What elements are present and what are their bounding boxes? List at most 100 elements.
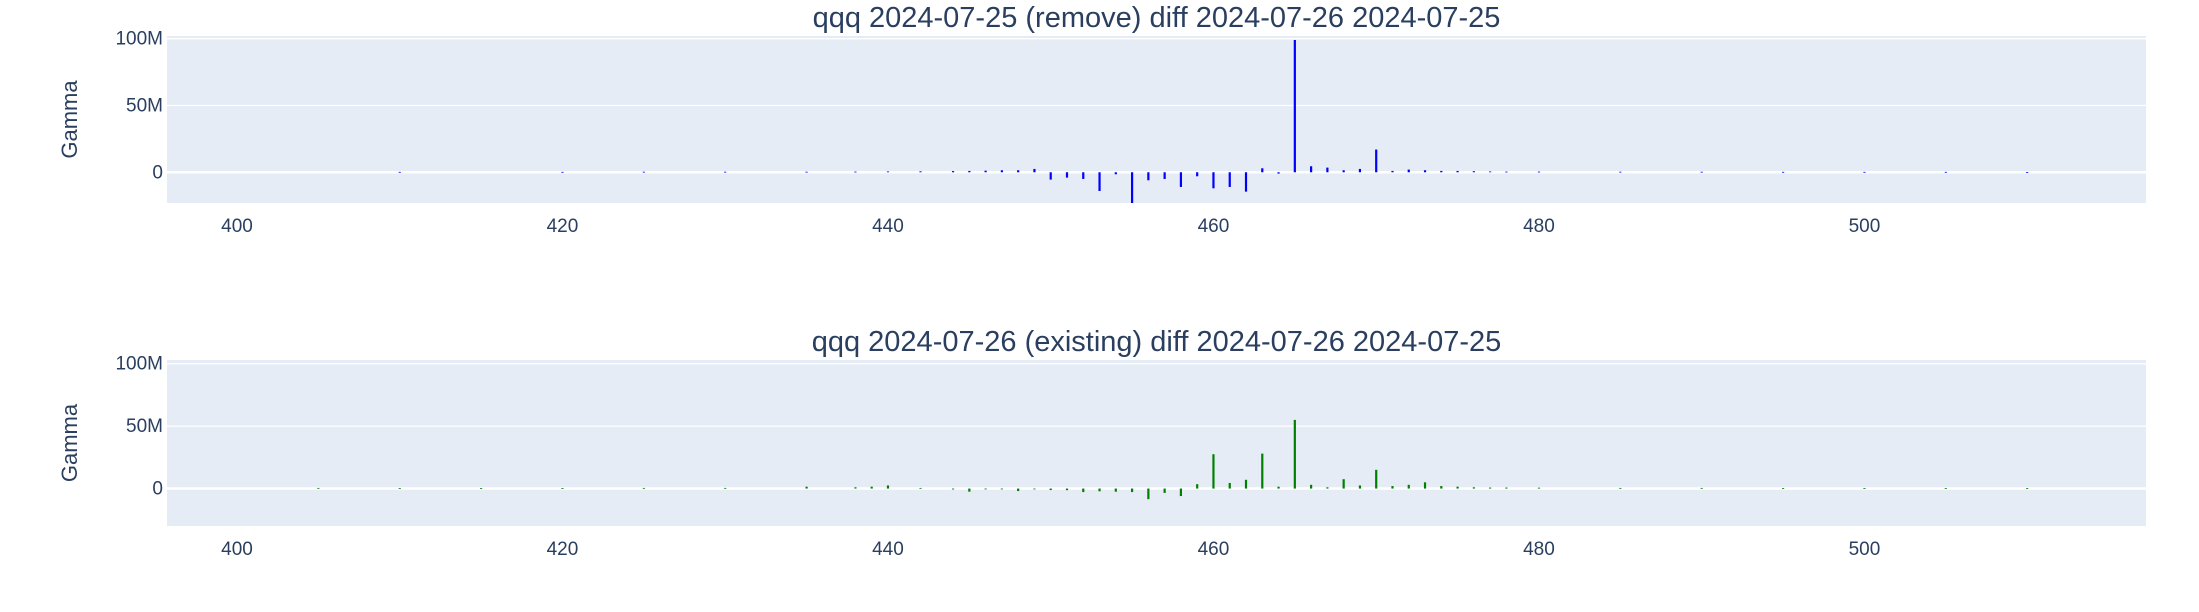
bar[interactable] (1179, 488, 1183, 497)
bar[interactable] (1082, 488, 1085, 493)
bar[interactable] (1472, 487, 1475, 489)
bar[interactable] (1342, 479, 1345, 489)
bar[interactable] (1098, 172, 1101, 191)
bar[interactable] (1277, 486, 1280, 489)
bar[interactable] (1391, 170, 1394, 173)
bar[interactable] (1228, 482, 1231, 489)
bar[interactable] (1244, 172, 1248, 192)
bar[interactable] (984, 170, 987, 173)
bar[interactable] (1277, 172, 1280, 174)
plot-area[interactable] (167, 36, 2146, 203)
bar[interactable] (1326, 487, 1329, 489)
bar[interactable] (1700, 487, 1703, 489)
bar[interactable] (951, 488, 955, 490)
bar[interactable] (1293, 419, 1296, 489)
bar[interactable] (1619, 487, 1622, 489)
bar[interactable] (1147, 488, 1150, 500)
bar[interactable] (870, 486, 873, 489)
bar[interactable] (919, 487, 922, 489)
bar[interactable] (1537, 171, 1541, 173)
bar[interactable] (1456, 170, 1459, 173)
bar[interactable] (1212, 172, 1215, 189)
bar[interactable] (724, 171, 727, 173)
bar[interactable] (1423, 482, 1427, 489)
bar[interactable] (398, 488, 401, 489)
bar[interactable] (1017, 170, 1020, 173)
bar[interactable] (1537, 487, 1541, 489)
bar[interactable] (1407, 484, 1410, 489)
bar[interactable] (1049, 172, 1052, 180)
bar[interactable] (1440, 486, 1443, 489)
bar[interactable] (1863, 171, 1866, 173)
bar[interactable] (1098, 488, 1101, 492)
bar[interactable] (1000, 170, 1003, 173)
bar[interactable] (1293, 40, 1296, 173)
bar[interactable] (1863, 488, 1866, 489)
bar[interactable] (561, 171, 564, 173)
bar[interactable] (951, 171, 955, 173)
bar[interactable] (1358, 485, 1362, 489)
bar[interactable] (1049, 488, 1052, 491)
bar[interactable] (1342, 170, 1345, 173)
bar[interactable] (1261, 168, 1264, 173)
bar[interactable] (724, 487, 727, 489)
bar[interactable] (1033, 488, 1036, 490)
bar[interactable] (854, 171, 857, 173)
bar[interactable] (968, 170, 971, 173)
bar[interactable] (805, 486, 808, 489)
bar[interactable] (642, 171, 645, 173)
bar[interactable] (1114, 488, 1117, 492)
bar[interactable] (1196, 484, 1199, 489)
bar[interactable] (1147, 172, 1150, 181)
bar[interactable] (886, 485, 890, 489)
bar[interactable] (805, 171, 808, 173)
bar[interactable] (854, 487, 857, 489)
bar[interactable] (1781, 171, 1785, 173)
bar[interactable] (1130, 488, 1134, 493)
bar[interactable] (1163, 172, 1166, 179)
bar[interactable] (1375, 149, 1378, 173)
bar[interactable] (561, 488, 564, 489)
bar[interactable] (1391, 486, 1394, 489)
bar[interactable] (1000, 488, 1003, 490)
bar[interactable] (1310, 166, 1313, 173)
bar[interactable] (1212, 454, 1215, 489)
bar[interactable] (1017, 488, 1020, 492)
bar[interactable] (1944, 488, 1947, 489)
bar[interactable] (919, 171, 922, 173)
bar[interactable] (1163, 488, 1166, 493)
bar[interactable] (1489, 487, 1492, 489)
bar[interactable] (1505, 171, 1508, 173)
bar[interactable] (1065, 172, 1069, 178)
bar[interactable] (1244, 479, 1248, 489)
bar[interactable] (398, 171, 401, 173)
bar[interactable] (968, 488, 971, 492)
bar[interactable] (1375, 469, 1378, 489)
bar[interactable] (1619, 171, 1622, 173)
bar[interactable] (1033, 168, 1036, 173)
bar[interactable] (984, 488, 987, 490)
bar[interactable] (1700, 171, 1703, 173)
bar[interactable] (1423, 170, 1427, 173)
bar[interactable] (1781, 488, 1785, 489)
bar[interactable] (2026, 172, 2029, 173)
bar[interactable] (2026, 488, 2029, 489)
bar[interactable] (1065, 488, 1069, 491)
bar[interactable] (642, 487, 645, 489)
bar[interactable] (317, 487, 320, 489)
bar[interactable] (1505, 487, 1508, 489)
bar[interactable] (480, 488, 483, 489)
bar[interactable] (1114, 172, 1117, 175)
bar[interactable] (1440, 170, 1443, 173)
bar[interactable] (1944, 171, 1947, 173)
bar[interactable] (1196, 172, 1199, 177)
plot-area[interactable] (167, 360, 2146, 526)
bar[interactable] (1261, 453, 1264, 489)
bar[interactable] (1326, 167, 1329, 173)
bar[interactable] (1489, 171, 1492, 173)
bar[interactable] (1456, 486, 1459, 489)
bar[interactable] (1358, 168, 1362, 173)
bar[interactable] (1407, 169, 1410, 173)
bar[interactable] (1228, 172, 1231, 187)
bar[interactable] (1130, 172, 1134, 203)
